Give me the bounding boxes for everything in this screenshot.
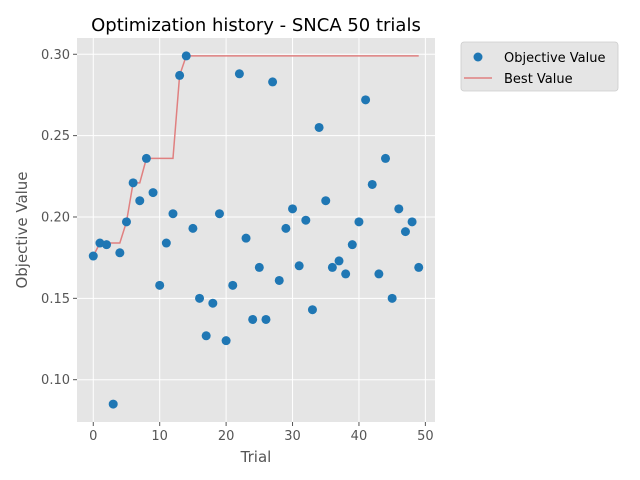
objective-value-point <box>181 51 191 61</box>
objective-value-point <box>307 305 317 315</box>
objective-value-point <box>155 280 165 290</box>
best-value-series <box>92 55 419 257</box>
objective-value-point <box>414 262 424 272</box>
objective-value-point <box>347 240 357 250</box>
objective-value-point <box>175 70 185 80</box>
chart-title: Optimization history - SNCA 50 trials <box>91 15 421 36</box>
objective-value-point <box>394 204 404 214</box>
best-value-line <box>92 55 419 257</box>
objective-value-point <box>281 223 291 233</box>
objective-value-point <box>248 314 258 324</box>
x-tick-label: 30 <box>284 429 301 444</box>
objective-value-point <box>341 269 351 279</box>
objective-value-point <box>195 293 205 303</box>
y-axis-label: Objective Value <box>13 171 31 288</box>
objective-value-point <box>121 217 131 227</box>
y-tick-label: 0.10 <box>41 373 70 388</box>
objective-value-point <box>400 227 410 237</box>
objective-value-point <box>214 209 224 219</box>
objective-value-point <box>381 153 391 163</box>
objective-value-point <box>208 298 218 308</box>
objective-value-point <box>268 77 278 87</box>
objective-value-point <box>301 215 311 225</box>
objective-value-point <box>334 256 344 266</box>
x-axis-ticks: 0 10 20 30 40 50 <box>89 422 434 444</box>
objective-value-point <box>128 178 138 188</box>
legend-objective-marker <box>473 52 483 62</box>
objective-value-point <box>321 196 331 206</box>
objective-value-point <box>327 262 337 272</box>
objective-value-point <box>294 261 304 271</box>
legend-best-label: Best Value <box>504 72 573 87</box>
plot-background <box>77 38 435 422</box>
objective-value-point <box>161 238 171 248</box>
legend-box <box>460 41 619 92</box>
objective-value-point <box>288 204 298 214</box>
objective-value-point <box>221 336 231 346</box>
objective-value-point <box>354 217 364 227</box>
objective-value-point <box>201 331 211 341</box>
x-tick-label: 20 <box>218 429 235 444</box>
objective-value-point <box>228 280 238 290</box>
objective-value-point <box>254 262 264 272</box>
objective-value-point <box>241 233 251 243</box>
x-axis-label: Trial <box>240 448 272 466</box>
objective-value-point <box>387 293 397 303</box>
objective-value-point <box>102 240 112 250</box>
objective-value-point <box>274 275 284 285</box>
objective-value-point <box>141 153 151 163</box>
objective-value-point <box>361 95 371 105</box>
objective-value-point <box>88 251 98 261</box>
legend-objective-label: Objective Value <box>504 51 605 66</box>
x-tick-label: 10 <box>151 429 168 444</box>
y-tick-label: 0.30 <box>41 48 70 63</box>
objective-value-point <box>407 217 417 227</box>
objective-value-point <box>135 196 145 206</box>
objective-value-point <box>148 188 158 198</box>
objective-value-point <box>188 223 198 233</box>
objective-value-point <box>108 399 118 409</box>
objective-value-point <box>168 209 178 219</box>
objective-value-point <box>374 269 384 279</box>
y-tick-label: 0.25 <box>41 129 70 144</box>
x-tick-label: 0 <box>89 429 97 444</box>
objective-value-point <box>367 179 377 189</box>
y-tick-label: 0.20 <box>41 210 70 225</box>
objective-value-point <box>261 314 271 324</box>
legend: Objective Value Best Value <box>460 41 619 92</box>
objective-value-point <box>234 69 244 79</box>
objective-value-series <box>88 51 424 409</box>
x-tick-label: 40 <box>351 429 368 444</box>
objective-value-point <box>115 248 125 258</box>
grid-lines <box>77 38 435 422</box>
objective-value-point <box>314 122 324 132</box>
y-axis-ticks: 0.10 0.15 0.20 0.25 0.30 <box>41 48 77 388</box>
y-tick-label: 0.15 <box>41 292 70 307</box>
x-tick-label: 50 <box>417 429 434 444</box>
